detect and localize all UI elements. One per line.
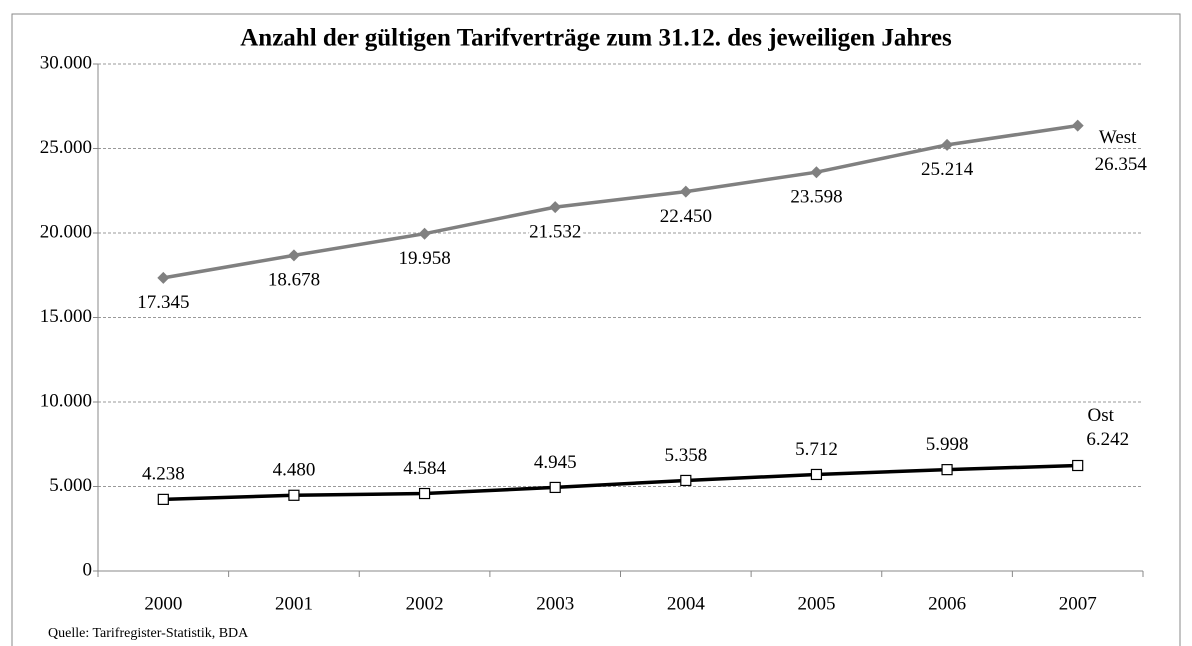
x-tick-label: 2004 <box>667 593 706 614</box>
marker <box>941 138 954 151</box>
data-label: 4.238 <box>142 464 185 485</box>
x-tick-label: 2006 <box>928 593 966 614</box>
x-tick-label: 2005 <box>797 593 835 614</box>
marker <box>680 474 692 487</box>
chart-frame <box>11 13 1181 646</box>
data-label: 5.358 <box>664 445 707 466</box>
y-tick-label: 30.000 <box>40 52 92 73</box>
data-label: 25.214 <box>921 159 974 180</box>
x-tick-label: 2001 <box>275 593 313 614</box>
x-tick-label: 2003 <box>536 593 574 614</box>
data-label: 23.598 <box>790 187 842 208</box>
marker <box>157 493 169 505</box>
y-tick-label: 0 <box>83 559 93 580</box>
x-tick-label: 2002 <box>406 593 444 614</box>
x-tick-label: 2007 <box>1059 593 1097 614</box>
marker <box>810 468 823 481</box>
data-label: 22.450 <box>660 206 712 227</box>
series-label: Ost <box>1087 405 1114 426</box>
marker <box>549 201 562 214</box>
y-tick-label: 25.000 <box>40 137 92 158</box>
source-note: Quelle: Tarifregister-Statistik, BDA <box>48 626 249 641</box>
data-label: 18.678 <box>268 270 320 291</box>
x-tick-label: 2000 <box>144 593 182 614</box>
data-label: 4.945 <box>534 452 577 473</box>
marker <box>157 271 170 284</box>
data-label: 5.712 <box>795 439 838 460</box>
y-tick-label: 5.000 <box>49 475 92 496</box>
marker <box>941 464 953 476</box>
data-label: 6.242 <box>1086 429 1129 450</box>
y-tick-label: 10.000 <box>40 390 92 411</box>
data-label: 5.998 <box>926 434 969 455</box>
data-label: 26.354 <box>1095 154 1148 175</box>
marker <box>418 487 431 500</box>
series-line <box>163 463 1078 502</box>
series-line <box>163 123 1078 280</box>
data-label: 17.345 <box>137 292 189 313</box>
marker <box>418 227 431 240</box>
marker <box>288 489 300 501</box>
data-label: 21.532 <box>529 221 581 242</box>
marker <box>287 249 300 262</box>
marker <box>549 481 561 494</box>
y-tick-label: 15.000 <box>40 306 92 327</box>
marker <box>679 185 692 198</box>
marker <box>810 166 823 179</box>
data-label: 19.958 <box>398 248 450 269</box>
marker <box>1071 119 1084 132</box>
chart-title: Anzahl der gültigen Tarifverträge zum 31… <box>240 25 952 52</box>
marker <box>1072 459 1084 472</box>
series-label: West <box>1099 127 1137 148</box>
data-label: 4.480 <box>273 460 316 481</box>
y-tick-label: 20.000 <box>40 221 92 242</box>
data-label: 4.584 <box>403 458 446 479</box>
